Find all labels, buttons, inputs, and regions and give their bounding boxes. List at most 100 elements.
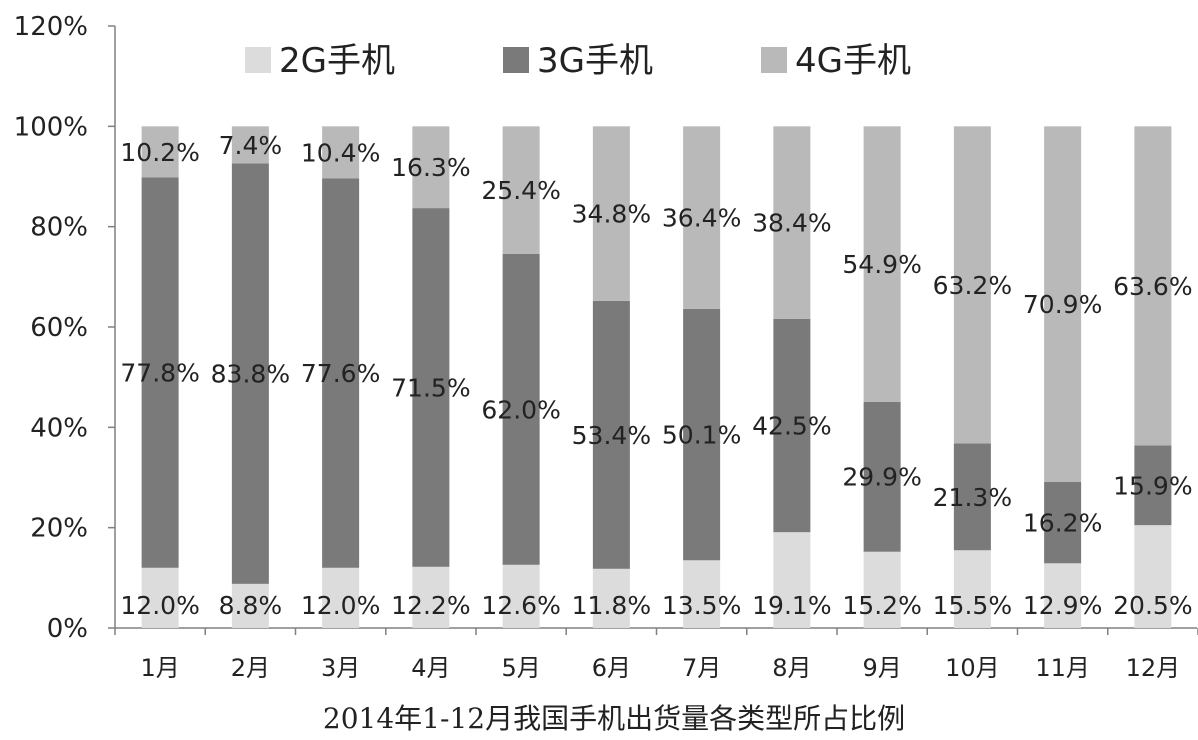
bar-segment	[592, 568, 630, 628]
bar-segment	[683, 308, 721, 561]
bar-segment	[412, 566, 450, 628]
bar-segment	[412, 208, 450, 567]
bar-segment	[231, 163, 269, 584]
data-label: 42.5%	[752, 412, 831, 441]
bar-segment	[773, 126, 811, 319]
bar-segment	[1044, 482, 1082, 564]
x-tick-label: 5月	[501, 654, 540, 682]
data-label: 19.1%	[752, 591, 831, 620]
bar-segment	[1044, 563, 1082, 628]
x-tick-label: 3月	[321, 654, 360, 682]
data-label: 15.2%	[842, 591, 921, 620]
bar-segment	[412, 126, 450, 209]
bar-segment	[863, 551, 901, 628]
data-label: 36.4%	[662, 204, 741, 233]
x-tick-label: 7月	[682, 654, 721, 682]
legend-entry: 3G手机	[537, 41, 653, 81]
data-label: 34.8%	[572, 200, 651, 229]
y-tick-label: 20%	[30, 514, 88, 544]
data-label: 29.9%	[842, 463, 921, 492]
data-label: 83.8%	[211, 360, 290, 389]
data-label: 12.0%	[120, 591, 199, 620]
bar-segment	[502, 564, 540, 628]
legend-swatch	[761, 47, 787, 73]
y-tick-label: 80%	[30, 213, 88, 243]
y-tick-label: 60%	[30, 313, 88, 343]
bar-segment	[502, 126, 540, 254]
bar-segment	[231, 126, 269, 164]
bar-segment	[141, 567, 179, 628]
bar-segment	[141, 177, 179, 568]
data-label: 7.4%	[219, 131, 283, 160]
x-tick-label: 1月	[140, 654, 179, 682]
bar-segment	[683, 560, 721, 628]
y-tick-label: 40%	[30, 413, 88, 443]
x-tick-label: 6月	[592, 654, 631, 682]
bar-layer	[141, 126, 1172, 628]
data-label: 12.6%	[481, 591, 560, 620]
data-label: 63.2%	[933, 271, 1012, 300]
data-label: 11.8%	[572, 591, 651, 620]
data-label: 71.5%	[391, 373, 470, 402]
bar-segment	[863, 126, 901, 402]
legend: 2G手机 3G手机 4G手机	[245, 41, 911, 81]
data-label: 16.2%	[1023, 509, 1102, 538]
x-tick-label: 8月	[772, 654, 811, 682]
y-tick-label: 120%	[14, 12, 88, 42]
bar-segment	[231, 583, 269, 628]
data-label: 25.4%	[481, 176, 560, 205]
y-tick-label: 100%	[14, 112, 88, 142]
bar-segment	[953, 550, 991, 628]
data-label: 12.9%	[1023, 591, 1102, 620]
x-tick-label: 4月	[411, 654, 450, 682]
bar-segment	[322, 178, 360, 568]
x-tick-label: 2月	[231, 654, 270, 682]
bar-segment	[953, 126, 991, 444]
bar-segment	[592, 126, 630, 301]
legend-swatch	[503, 47, 529, 73]
bar-segment	[773, 532, 811, 628]
legend-entry: 2G手机	[279, 41, 395, 81]
data-label: 38.4%	[752, 209, 831, 238]
x-tick-label: 12月	[1126, 654, 1181, 682]
bar-segment	[322, 567, 360, 628]
bar-segment	[953, 443, 991, 551]
data-label: 62.0%	[481, 395, 560, 424]
legend-entry: 4G手机	[795, 41, 911, 81]
data-label: 77.6%	[301, 359, 380, 388]
data-label: 21.3%	[933, 483, 1012, 512]
data-label: 20.5%	[1113, 591, 1192, 620]
bar-segment	[1134, 126, 1172, 446]
y-tick-label: 0%	[47, 614, 88, 644]
data-label-layer: 12.0% 77.8% 10.2% 8.8% 83.8% 7.4% 12.0% 77.6% 10…	[120, 131, 1192, 620]
data-label: 15.9%	[1113, 471, 1192, 500]
x-tick-label: 11月	[1035, 654, 1090, 682]
bar-segment	[1044, 126, 1082, 483]
x-tick-label: 10月	[945, 654, 1000, 682]
data-label: 70.9%	[1023, 290, 1102, 319]
data-label: 10.4%	[301, 138, 380, 167]
bar-segment	[863, 401, 901, 552]
bar-segment	[141, 126, 179, 178]
data-label: 12.2%	[391, 591, 470, 620]
x-tick-label: 9月	[862, 654, 901, 682]
data-label: 12.0%	[301, 591, 380, 620]
bar-segment	[502, 253, 540, 565]
data-label: 8.8%	[219, 591, 283, 620]
bar-segment	[592, 300, 630, 569]
data-label: 15.5%	[933, 591, 1012, 620]
axis-layer: 0% 20% 40% 60% 80% 100% 120% 1月 2月 3月 4月 5月 6月 7月 8月 9月…	[14, 12, 1198, 682]
bar-segment	[1134, 525, 1172, 628]
bar-segment	[773, 318, 811, 533]
data-label: 53.4%	[572, 421, 651, 450]
data-label: 16.3%	[391, 153, 470, 182]
data-label: 63.6%	[1113, 272, 1192, 301]
legend-swatch	[245, 47, 271, 73]
chart-caption: 2014年1-12月我国手机出货量各类型所占比例	[323, 702, 905, 735]
data-label: 50.1%	[662, 421, 741, 450]
bar-segment	[683, 126, 721, 309]
data-label: 13.5%	[662, 591, 741, 620]
bar-segment	[322, 126, 360, 179]
